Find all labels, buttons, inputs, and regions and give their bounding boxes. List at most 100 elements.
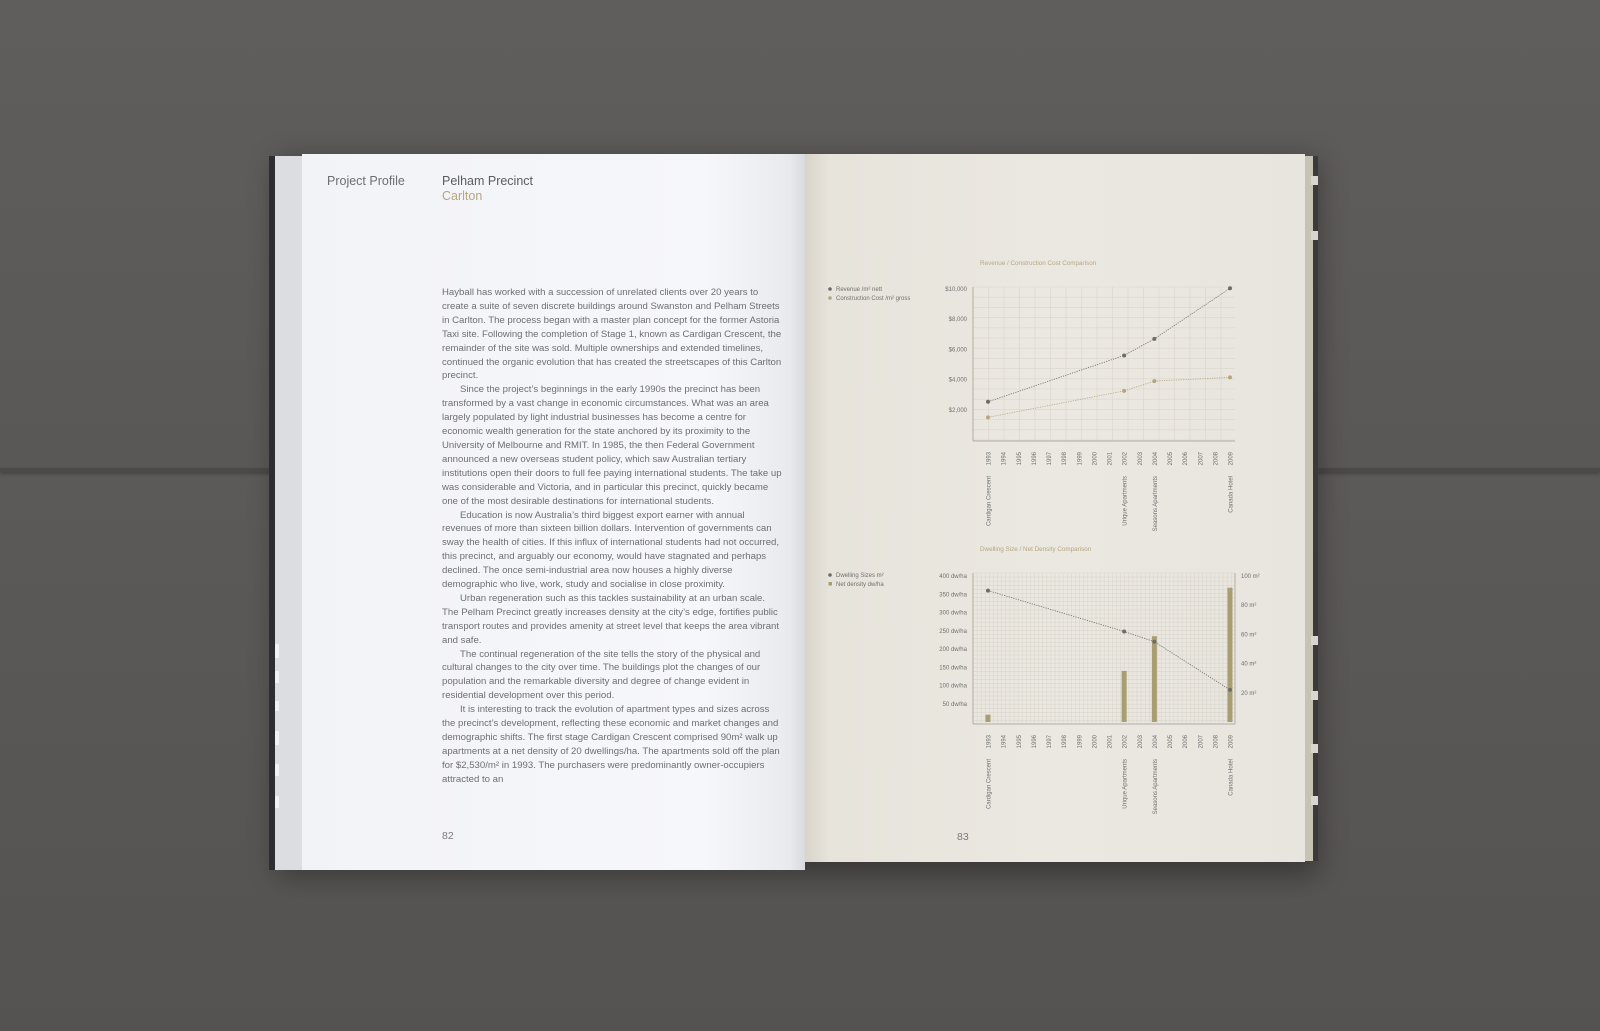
data-point	[1152, 379, 1157, 384]
paragraph: Since the project’s beginnings in the ea…	[442, 384, 782, 507]
data-point	[986, 399, 990, 404]
x-project-label: Canada Hotel	[1229, 759, 1235, 796]
revenue-cost-chart: Revenue / Construction Cost Comparison $1…	[828, 260, 1235, 531]
paragraph: It is interesting to track the evolution…	[442, 704, 780, 785]
paragraph: Education is now Australia’s third bigge…	[442, 509, 780, 591]
x-tick-label: 1996	[1032, 734, 1038, 748]
x-tick-label: 1998	[1062, 451, 1068, 465]
x-tick-label: 2006	[1183, 734, 1189, 748]
x-project-label: Urique Apartments	[1123, 759, 1129, 809]
x-tick-label: 1995	[1017, 734, 1023, 748]
y-tick-label-left: 300 dw/ha	[939, 611, 967, 617]
x-tick-label: 2001	[1108, 451, 1114, 465]
legend-marker	[828, 573, 832, 577]
y-tick-label-left: 150 dw/ha	[939, 665, 967, 671]
data-point	[1122, 353, 1127, 358]
x-tick-label: 2003	[1138, 451, 1144, 465]
data-point	[1152, 639, 1157, 644]
legend-label: Net density dw/ha	[836, 582, 884, 588]
x-tick-label: 2002	[1123, 451, 1129, 465]
x-tick-label: 1994	[1002, 734, 1008, 748]
y-tick-label-left: 50 dw/ha	[943, 702, 968, 708]
series-line	[987, 287, 1231, 403]
x-tick-label: 2004	[1153, 451, 1159, 465]
x-tick-label: 2006	[1183, 451, 1189, 465]
paragraph: Hayball has worked with a succession of …	[442, 287, 782, 382]
left-page: Project Profile Pelham Precinct Carlton …	[302, 154, 805, 870]
chart-title: Revenue / Construction Cost Comparison	[980, 260, 1097, 267]
data-point	[1228, 687, 1232, 692]
paragraph: The continual regeneration of the site t…	[442, 648, 761, 702]
x-tick-label: 2009	[1229, 451, 1235, 465]
x-tick-label: 2007	[1198, 451, 1204, 465]
x-tick-label: 2002	[1123, 734, 1129, 748]
data-point	[1122, 388, 1127, 393]
x-tick-label: 2004	[1153, 734, 1159, 748]
x-project-label: Seasons Apartments	[1153, 476, 1159, 531]
x-tick-label: 2009	[1229, 734, 1235, 748]
x-project-label: Cardigan Crescent	[987, 476, 993, 526]
section-label: Project Profile	[327, 174, 405, 188]
project-title: Pelham Precinct	[442, 174, 534, 188]
density-bar	[1151, 636, 1157, 722]
page-number-left: 82	[442, 830, 454, 842]
x-tick-label: 1997	[1047, 734, 1053, 748]
y-tick-label-left: 250 dw/ha	[939, 629, 967, 635]
y-tick-label-left: 100 dw/ha	[939, 684, 967, 690]
legend-marker	[828, 582, 832, 586]
y-tick-label: $6,000	[949, 347, 968, 353]
x-tick-label: 2007	[1198, 734, 1204, 748]
x-project-label: Cardigan Crescent	[987, 759, 993, 809]
y-tick-label-left: 350 dw/ha	[939, 592, 967, 598]
x-tick-label: 1997	[1047, 451, 1053, 465]
x-tick-label: 1995	[1017, 451, 1023, 465]
x-tick-label: 1993	[987, 734, 993, 748]
y-tick-label-left: 200 dw/ha	[939, 647, 967, 653]
y-tick-label-right: 100 m²	[1241, 574, 1260, 580]
y-tick-label-right: 80 m²	[1241, 603, 1256, 609]
y-tick-label: $10,000	[945, 287, 967, 293]
data-point	[986, 588, 990, 593]
legend-label: Dwelling Sizes m²	[836, 573, 884, 579]
x-tick-label: 1996	[1032, 451, 1038, 465]
page-number-right: 83	[957, 831, 969, 843]
y-tick-label-right: 40 m²	[1241, 662, 1256, 668]
right-page: Revenue / Construction Cost Comparison $1…	[805, 154, 1305, 862]
x-tick-label: 2005	[1168, 451, 1174, 465]
legend-label: Revenue /m² nett	[836, 287, 882, 293]
charts-canvas: Revenue / Construction Cost Comparison $1…	[828, 260, 1260, 814]
x-tick-label: 1999	[1077, 451, 1083, 465]
legend-marker	[828, 287, 832, 291]
y-tick-label: $8,000	[949, 317, 968, 323]
x-tick-label: 2003	[1138, 734, 1144, 748]
x-tick-label: 2001	[1108, 734, 1114, 748]
legend-marker	[828, 296, 832, 300]
chart-title: Dwelling Size / Net Density Comparison	[980, 546, 1092, 553]
y-tick-label: $4,000	[949, 378, 968, 384]
x-project-label: Seasons Apartments	[1153, 759, 1159, 814]
title-block: Pelham Precinct Carlton	[442, 174, 533, 204]
x-tick-label: 2005	[1168, 734, 1174, 748]
data-point	[986, 415, 990, 420]
data-point	[1228, 375, 1232, 380]
x-project-label: Canada Hotel	[1229, 476, 1235, 513]
x-tick-label: 2000	[1092, 451, 1098, 465]
x-tick-label: 1998	[1062, 734, 1068, 748]
density-bar	[985, 714, 991, 722]
x-tick-label: 1993	[987, 451, 993, 465]
y-tick-label: $2,000	[949, 408, 968, 414]
series-line	[987, 590, 1231, 691]
project-location: Carlton	[442, 189, 483, 203]
body-text: Hayball has worked with a succession of …	[442, 286, 782, 787]
paragraph: Urban regeneration such as this tackles …	[442, 592, 780, 646]
density-bar	[1121, 670, 1127, 722]
density-bar	[1227, 587, 1233, 722]
x-project-label: Urique Apartments	[1123, 476, 1129, 526]
y-tick-label-left: 400 dw/ha	[939, 574, 967, 580]
data-point	[1152, 336, 1157, 341]
x-tick-label: 1994	[1002, 451, 1008, 465]
dwelling-density-chart: Dwelling Size / Net Density Comparison 40…	[828, 546, 1260, 814]
data-point	[1228, 286, 1232, 291]
y-tick-label-right: 20 m²	[1241, 691, 1256, 697]
legend-label: Construction Cost /m² gross	[836, 296, 910, 302]
